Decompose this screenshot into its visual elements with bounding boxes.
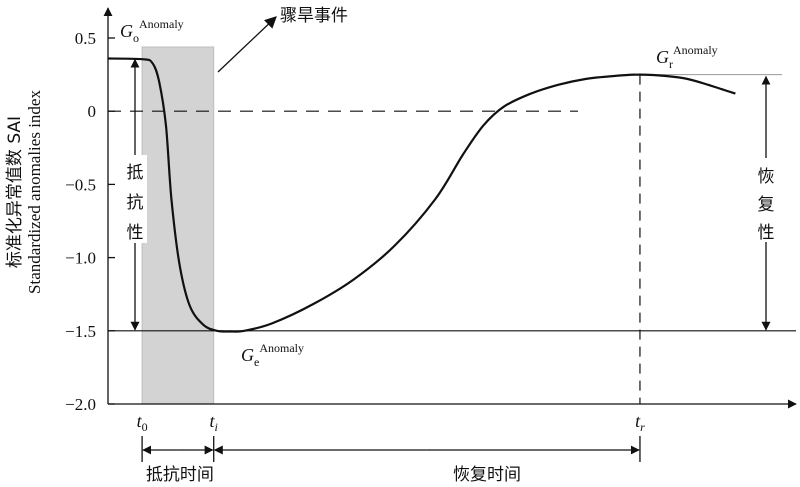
t0-label: t0: [137, 411, 148, 434]
y-tick-label: −0.5: [65, 175, 96, 194]
event-pointer-arrow: [217, 16, 277, 73]
y-tick-label: 0.5: [75, 29, 96, 48]
y-tick-label: −2.0: [65, 395, 96, 414]
y-tick-label: −1.0: [65, 249, 96, 268]
y-axis-label-chinese: 标准化异常值数 SAI: [5, 116, 25, 268]
ti-label: ti: [210, 411, 218, 434]
recovery-label-background: [754, 158, 778, 242]
y-tick-label: 0: [88, 102, 97, 121]
g-r-anomaly-label: GrAnomaly: [656, 43, 718, 71]
g-e-anomaly-label: GeAnomaly: [241, 341, 304, 369]
resistance-label: 抵抗性: [127, 163, 144, 243]
resistance-label-background: [123, 155, 147, 243]
y-ticks: 0.5 0 −0.5 −1.0 −1.5 −2.0: [65, 29, 115, 414]
resistance-time-label: 抵抗时间: [146, 465, 214, 485]
recovery-time-label: 恢复时间: [453, 465, 521, 485]
sai-curve: [107, 57, 736, 333]
y-tick-label: −1.5: [65, 322, 96, 341]
event-label: 骤旱事件: [280, 6, 348, 26]
y-axis-label-english: Standardized anomalies index: [25, 90, 44, 294]
recovery-label: 恢复性: [758, 167, 775, 243]
g-o-anomaly-label: GoAnomaly: [120, 17, 184, 45]
event-shaded-region: [141, 46, 215, 405]
tr-label: tr: [635, 411, 645, 434]
